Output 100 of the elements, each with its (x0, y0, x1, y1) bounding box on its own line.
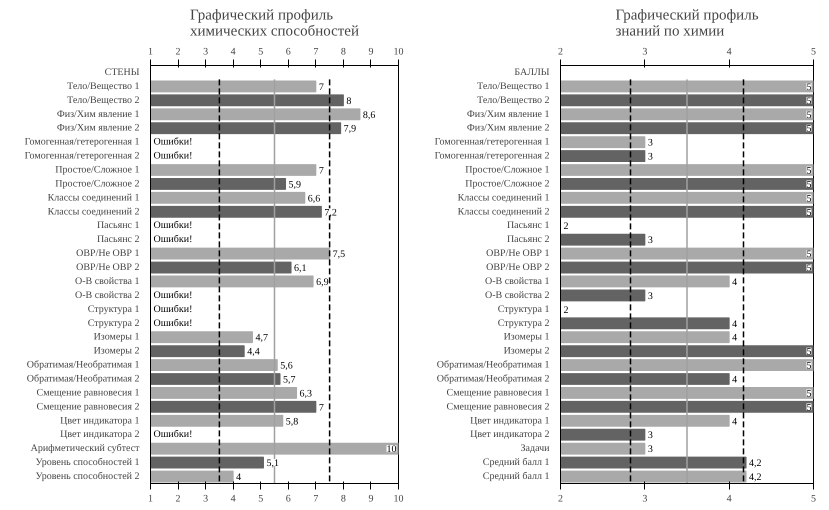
y-tick-label: Структура 1 (88, 304, 140, 315)
data-label: 3 (648, 235, 653, 246)
data-label: 7,2 (324, 207, 337, 218)
y-tick-label: Цвет индикатора 2 (470, 429, 550, 440)
y-tick-label: Классы соединений 1 (48, 192, 140, 204)
data-label: 5 (806, 346, 812, 358)
x2-tick-label: 6 (286, 46, 291, 58)
y-tick-label: Тело/Вещество 2 (67, 94, 140, 106)
y-tick-label: Изомеры 2 (94, 346, 140, 357)
y-tick-label: Пасьянс 2 (506, 234, 550, 246)
y-tick-label: Изомеры 1 (94, 332, 140, 343)
text: Ошибки! (154, 429, 192, 440)
y-tick-label: ОВР/Не ОВР 1 (486, 248, 550, 260)
x2-tick-label: 10 (394, 46, 404, 58)
data-label: 8 (346, 96, 352, 107)
data-label: 5 (806, 82, 812, 93)
y-tick-label: Цвет индикатора 1 (470, 415, 550, 426)
data-label: 4 (732, 276, 738, 288)
data-label: 5 (806, 110, 812, 121)
y-tick-label: Смещение равновесия 2 (446, 401, 550, 412)
data-label: 7,5 (332, 249, 346, 260)
text: Ошибки! (154, 150, 192, 162)
data-label: 7 (318, 402, 324, 414)
text: Ошибки! (154, 318, 192, 329)
y-tick-label: Тело/Вещество 2 (477, 94, 550, 106)
x-tick-label: 3 (642, 494, 648, 504)
chart-title: Графический профиль химических способностей (190, 8, 360, 40)
text: Ошибки! (154, 304, 192, 315)
text: Ошибки! (154, 136, 192, 148)
x2-tick-label: 9 (368, 46, 374, 58)
x-tick-label: 5 (811, 494, 816, 504)
y-tick-label: Средний балл 1 (482, 457, 550, 468)
data-label: 6,3 (300, 388, 312, 400)
y-tick-label: ОВР/Не ОВР 2 (76, 262, 140, 274)
data-label: 4 (732, 416, 738, 428)
data-label: 7 (318, 166, 324, 176)
data-label: 5 (806, 207, 812, 218)
y-tick-label: Гомогенная/гетерогенная 1 (434, 136, 550, 148)
text: Ошибки! (154, 234, 192, 246)
y-axis-title: БАЛЛЫ (514, 66, 550, 78)
y-tick-label: Арифметический субтест (30, 443, 140, 454)
x-tick-label: 7 (313, 494, 318, 504)
data-label: 4,2 (749, 472, 762, 484)
data-label: 2 (564, 221, 568, 232)
data-label: 4 (732, 332, 738, 344)
data-label: 4 (732, 318, 738, 330)
y-tick-label: О-В свойства 2 (75, 290, 140, 301)
data-label: 3 (648, 138, 653, 149)
y-tick-label: Цвет индикатора 1 (60, 415, 140, 426)
data-label: 5,9 (288, 179, 302, 190)
x2-tick-label: 2 (558, 46, 563, 58)
y-tick-label: ОВР/Не ОВР 1 (76, 248, 140, 260)
y-tick-label: Гомогенная/гетерогенная 2 (434, 150, 550, 162)
data-label: 4 (732, 374, 738, 386)
y-tick-label: Уровень способностей 2 (36, 471, 140, 482)
x-tick-label: 4 (230, 494, 236, 504)
y-tick-label: ОВР/Не ОВР 2 (486, 262, 550, 274)
y-tick-label: Физ/Хим явление 2 (56, 122, 140, 134)
x2-tick-label: 4 (230, 46, 236, 58)
data-label: 5 (806, 388, 812, 400)
y-tick-label: О-В свойства 1 (485, 276, 550, 287)
y-tick-label: Простое/Сложное 2 (55, 178, 140, 190)
y-tick-label: Физ/Хим явление 2 (466, 122, 550, 134)
y-tick-label: Структура 2 (88, 318, 140, 329)
y-tick-label: Гомогенная/гетерогенная 2 (24, 150, 140, 162)
y-tick-label: Структура 2 (498, 318, 550, 329)
y-tick-label: Тело/Вещество 1 (67, 80, 140, 92)
x2-tick-label: 1 (148, 46, 153, 58)
x2-tick-label: 3 (203, 46, 208, 58)
y-tick-label: Классы соединений 2 (458, 206, 550, 218)
y-tick-label: Обратимая/Необратимая 1 (436, 360, 550, 371)
y-tick-label: Простое/Сложное 2 (465, 178, 550, 190)
y-tick-label: Смещение равновесия 1 (446, 387, 550, 398)
y-tick-label: Обратимая/Необратимая 2 (436, 374, 550, 384)
x-tick-label: 1 (148, 494, 153, 504)
data-label: 5 (806, 360, 812, 372)
y-tick-label: Тело/Вещество 1 (477, 80, 550, 92)
data-label: 8,6 (362, 110, 376, 121)
y-axis-title: СТЕНЫ (104, 66, 140, 78)
x-tick-label: 9 (368, 494, 374, 504)
data-label: 5,1 (266, 458, 279, 470)
x2-tick-label: 2 (176, 46, 181, 58)
y-tick-label: Структура 1 (498, 304, 550, 315)
y-tick-label: Пасьянс 1 (96, 220, 140, 232)
y-tick-label: Обратимая/Необратимая 1 (26, 360, 140, 371)
data-label: 4 (236, 472, 242, 484)
data-label: 4,2 (749, 458, 762, 470)
x-tick-label: 2 (558, 494, 563, 504)
data-label: 6,9 (316, 276, 329, 288)
data-label: 4,4 (247, 346, 260, 358)
x2-tick-label: 7 (313, 46, 318, 58)
x-tick-label: 4 (726, 494, 732, 504)
x-tick-label: 5 (258, 494, 264, 504)
y-tick-label: Смещение равновесия 2 (36, 401, 140, 412)
data-label: 5 (806, 166, 812, 176)
y-tick-label: Классы соединений 1 (458, 192, 550, 204)
data-label: 5,6 (280, 360, 293, 372)
y-tick-label: Уровень способностей 1 (36, 457, 140, 468)
data-label: 5,8 (286, 416, 298, 428)
y-tick-label: О-В свойства 2 (485, 290, 550, 301)
